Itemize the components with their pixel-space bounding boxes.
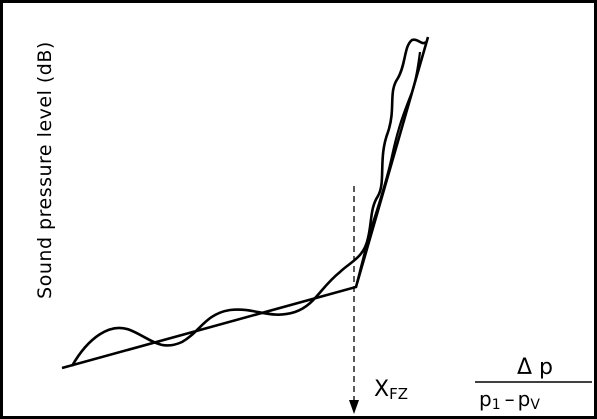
xfz-marker-arrow-icon [349,400,359,414]
xfz-label: XFZ [374,377,408,403]
ratio-numerator: Δ p [517,355,553,380]
y-axis-label: Sound pressure level (dB) [34,41,56,299]
ideal-trend-line [61,36,430,370]
measured-curve [70,38,427,367]
ratio-denominator: p1– pV [479,387,540,413]
measured-curve-branch [354,51,422,288]
